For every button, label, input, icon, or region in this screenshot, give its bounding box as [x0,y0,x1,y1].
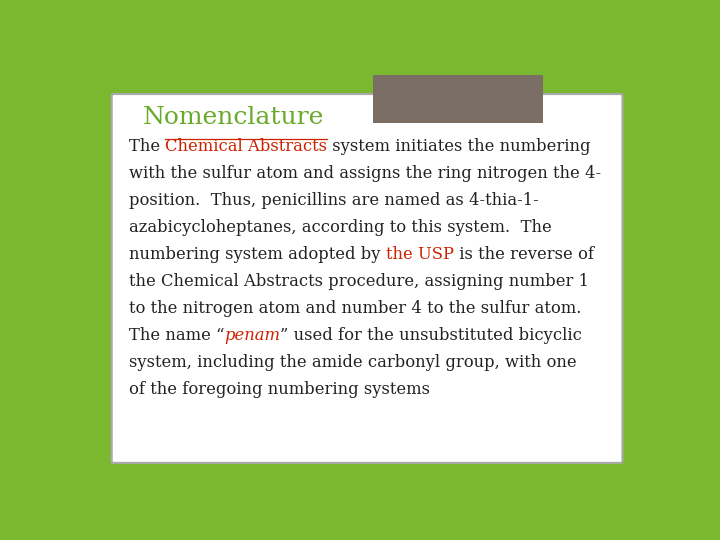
Text: The: The [129,138,165,155]
Text: Nomenclature: Nomenclature [143,106,324,129]
Text: to the nitrogen atom and number 4 to the sulfur atom.: to the nitrogen atom and number 4 to the… [129,300,581,316]
Text: penam: penam [224,327,280,343]
Text: the Chemical Abstracts procedure, assigning number 1: the Chemical Abstracts procedure, assign… [129,273,589,289]
Text: azabicycloheptanes, according to this system.  The: azabicycloheptanes, according to this sy… [129,219,552,236]
Text: system initiates the numbering: system initiates the numbering [327,138,590,155]
Text: ” used for the unsubstituted bicyclic: ” used for the unsubstituted bicyclic [280,327,582,343]
Text: of the foregoing numbering systems: of the foregoing numbering systems [129,381,430,397]
Text: system, including the amide carbonyl group, with one: system, including the amide carbonyl gro… [129,354,577,370]
Text: Chemical Abstracts: Chemical Abstracts [165,138,327,155]
Text: the USP: the USP [385,246,454,263]
Bar [373,75,544,123]
Text: with the sulfur atom and assigns the ring nitrogen the 4-: with the sulfur atom and assigns the rin… [129,165,601,182]
Text: position.  Thus, penicillins are named as 4-thia-1-: position. Thus, penicillins are named as… [129,192,539,209]
FancyBboxPatch shape [112,94,622,463]
Text: The name “: The name “ [129,327,224,343]
Text: numbering system adopted by: numbering system adopted by [129,246,385,263]
Text: is the reverse of: is the reverse of [454,246,593,263]
